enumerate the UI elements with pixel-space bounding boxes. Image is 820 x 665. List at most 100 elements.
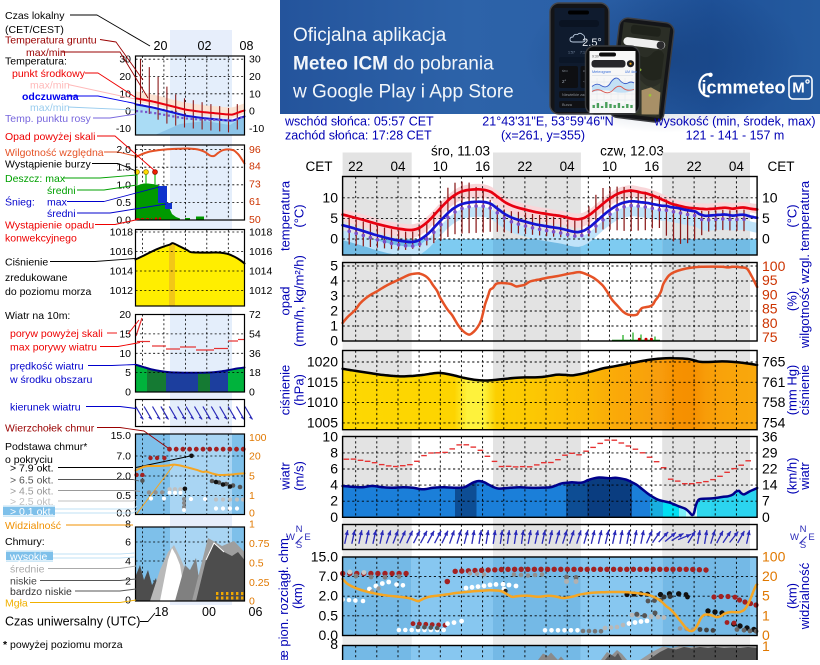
svg-text:(mm Hg): (mm Hg) — [785, 365, 800, 416]
svg-text:121 - 141 - 157 m: 121 - 141 - 157 m — [686, 129, 785, 143]
svg-text:1: 1 — [249, 519, 255, 531]
svg-text:Temperatura:: Temperatura: — [5, 56, 67, 68]
svg-text:0.0: 0.0 — [116, 508, 131, 520]
svg-text:85: 85 — [762, 301, 778, 317]
svg-text:2: 2 — [125, 576, 131, 588]
svg-text:80: 80 — [762, 315, 778, 331]
svg-text:2°: 2° — [562, 79, 567, 84]
svg-text:E: E — [304, 532, 310, 543]
svg-text:100: 100 — [762, 258, 786, 274]
svg-text:1: 1 — [249, 490, 255, 502]
svg-text:6: 6 — [330, 461, 338, 477]
svg-text:widzialność: widzialność — [797, 562, 812, 630]
svg-text:08: 08 — [240, 39, 254, 53]
svg-text:0: 0 — [249, 387, 255, 399]
svg-text:36: 36 — [249, 348, 261, 360]
svg-text:0.5: 0.5 — [116, 197, 131, 209]
svg-text:8: 8 — [330, 444, 338, 460]
svg-text:Czas lokalny: Czas lokalny — [5, 10, 65, 22]
svg-text:1012: 1012 — [110, 285, 134, 297]
svg-text:w Google Play i App Store: w Google Play i App Store — [292, 82, 514, 103]
svg-text:max porywy wiatru: max porywy wiatru — [10, 342, 97, 354]
svg-text:20: 20 — [119, 309, 131, 321]
svg-text:9:30: 9:30 — [592, 55, 599, 59]
svg-text:7.0: 7.0 — [319, 568, 339, 584]
svg-text:1014: 1014 — [110, 266, 134, 278]
svg-text:1: 1 — [762, 638, 770, 654]
svg-text:2: 2 — [330, 303, 338, 319]
svg-text:Chmury:: Chmury: — [5, 536, 45, 548]
svg-text:0.75: 0.75 — [249, 538, 270, 550]
svg-text:0.5: 0.5 — [319, 607, 339, 623]
svg-text:> 7.9 okt.: > 7.9 okt. — [10, 463, 54, 475]
svg-text:wysokie: wysokie — [9, 551, 48, 563]
svg-text:4: 4 — [330, 273, 338, 289]
svg-text:100: 100 — [249, 432, 267, 444]
svg-text:754: 754 — [762, 414, 786, 430]
svg-text:W: W — [790, 532, 799, 543]
svg-text:50: 50 — [249, 214, 261, 226]
svg-text:3: 3 — [330, 288, 338, 304]
svg-text:Opad powyżej skali: Opad powyżej skali — [5, 131, 95, 143]
svg-text:0: 0 — [762, 627, 770, 643]
svg-text:18: 18 — [249, 367, 261, 379]
svg-text:95: 95 — [762, 272, 778, 288]
svg-text:0: 0 — [125, 595, 131, 607]
svg-text:20: 20 — [249, 71, 261, 83]
svg-text:5: 5 — [762, 210, 770, 226]
svg-text:(km): (km) — [785, 583, 800, 609]
svg-text:5: 5 — [249, 471, 255, 483]
svg-text:1018: 1018 — [110, 227, 134, 239]
svg-text:zredukowane: zredukowane — [5, 272, 68, 284]
svg-text:e: e — [276, 654, 291, 660]
svg-text:0: 0 — [249, 106, 255, 118]
svg-text:Meteo ICM do pobrania: Meteo ICM do pobrania — [293, 54, 494, 75]
svg-text:0.25: 0.25 — [249, 577, 270, 589]
svg-text:(%): (%) — [785, 291, 800, 311]
svg-text:0.0: 0.0 — [319, 627, 339, 643]
svg-text:W: W — [286, 532, 295, 543]
svg-text:(km): (km) — [290, 583, 305, 609]
svg-text:Wystąpienie opadu: Wystąpienie opadu — [5, 220, 94, 232]
svg-text:22: 22 — [687, 159, 702, 174]
svg-text:1:57: 1:57 — [568, 51, 575, 55]
svg-text:4: 4 — [125, 556, 131, 568]
svg-text:Podstawa chmur*: Podstawa chmur* — [5, 441, 87, 453]
svg-text:96: 96 — [249, 144, 261, 156]
svg-text:Wilgotność względna: Wilgotność względna — [5, 147, 104, 159]
svg-text:20: 20 — [119, 71, 131, 83]
svg-text:04: 04 — [390, 159, 406, 174]
svg-text:czw, 12.03: czw, 12.03 — [600, 144, 664, 159]
svg-text:S: S — [800, 540, 806, 551]
svg-text:36: 36 — [762, 428, 778, 444]
svg-text:1005: 1005 — [307, 414, 338, 430]
svg-text:30: 30 — [119, 54, 131, 66]
svg-text:(°C): (°C) — [785, 204, 800, 227]
svg-text:wschód słońca: 05:57 CET: wschód słońca: 05:57 CET — [284, 115, 434, 129]
svg-text:10: 10 — [322, 189, 338, 205]
svg-text:> 6.5 okt.: > 6.5 okt. — [10, 475, 54, 487]
svg-text:e pion. rozciągł. chm.: e pion. rozciągł. chm. — [276, 535, 291, 658]
svg-text:1016: 1016 — [249, 246, 273, 258]
svg-text:do poziomu morza: do poziomu morza — [5, 286, 92, 298]
svg-text:Czas uniwersalny (UTC): Czas uniwersalny (UTC) — [5, 615, 140, 629]
svg-text:10: 10 — [322, 428, 338, 444]
svg-text:opad: opad — [278, 287, 293, 316]
svg-text:15.0: 15.0 — [111, 430, 132, 442]
svg-text:84: 84 — [249, 161, 261, 173]
svg-text:(km/h): (km/h) — [785, 458, 800, 495]
svg-text:0: 0 — [125, 106, 131, 118]
svg-text:0.5: 0.5 — [249, 558, 264, 570]
svg-text:śro: śro — [562, 68, 568, 73]
svg-text:Burza: Burza — [562, 103, 573, 107]
svg-text:> 0.1 okt.: > 0.1 okt. — [10, 506, 54, 518]
svg-text:1015: 1015 — [307, 374, 338, 390]
svg-text:4: 4 — [330, 477, 338, 493]
svg-text:punkt środkowy: punkt środkowy — [12, 68, 86, 80]
svg-text:S: S — [296, 540, 302, 551]
svg-text:Ciśnienie: Ciśnienie — [5, 257, 48, 269]
svg-text:02: 02 — [198, 39, 212, 53]
svg-text:10: 10 — [762, 189, 778, 205]
svg-text:0: 0 — [330, 231, 338, 247]
svg-text:72: 72 — [249, 309, 261, 321]
